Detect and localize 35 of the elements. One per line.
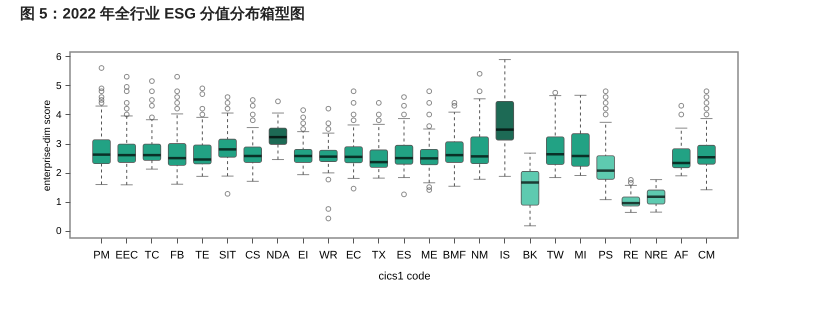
x-tick-label: EC [346,250,362,262]
x-tick-label: EEC [115,250,138,262]
x-tick-label: SIT [218,250,236,262]
y-tick-label: 6 [56,52,62,63]
x-tick-label: CM [698,250,716,262]
x-tick-label: TX [372,250,386,262]
x-tick-label: ES [396,250,412,262]
x-tick-label: WR [319,250,338,262]
x-tick-label: EI [298,250,308,262]
x-tick-label: AF [674,250,689,262]
x-tick-label: NRE [644,250,668,262]
x-tick-label: ME [420,250,438,262]
y-tick-label: 2 [56,168,62,180]
y-tick-label: 5 [56,80,62,92]
x-tick-label: RE [623,250,639,262]
x-tick-label: BK [522,250,538,262]
y-tick-label: 3 [56,139,62,150]
y-tick-label: 4 [56,110,62,121]
x-tick-label: CS [245,250,260,262]
chart-title: 图 5：2022 年全行业 ESG 分值分布箱型图 [20,5,306,22]
y-tick-label: 1 [56,197,62,208]
x-tick-label: MI [574,250,587,262]
x-tick-label: PS [598,250,614,262]
x-tick-label: NDA [266,250,290,262]
y-axis-title: enterprise-dim score [42,99,53,192]
y-tick-label: 0 [56,226,62,238]
x-tick-label: NM [471,250,488,262]
x-tick-label: FB [170,250,184,262]
x-tick-label: PM [93,250,110,262]
x-tick-label: TW [546,250,564,262]
x-tick-label: TE [195,250,210,262]
x-tick-label: BMF [442,250,466,262]
x-axis-title: cics1 code [378,270,430,282]
x-tick-label: TC [144,250,160,262]
x-tick-label: IS [500,250,510,262]
